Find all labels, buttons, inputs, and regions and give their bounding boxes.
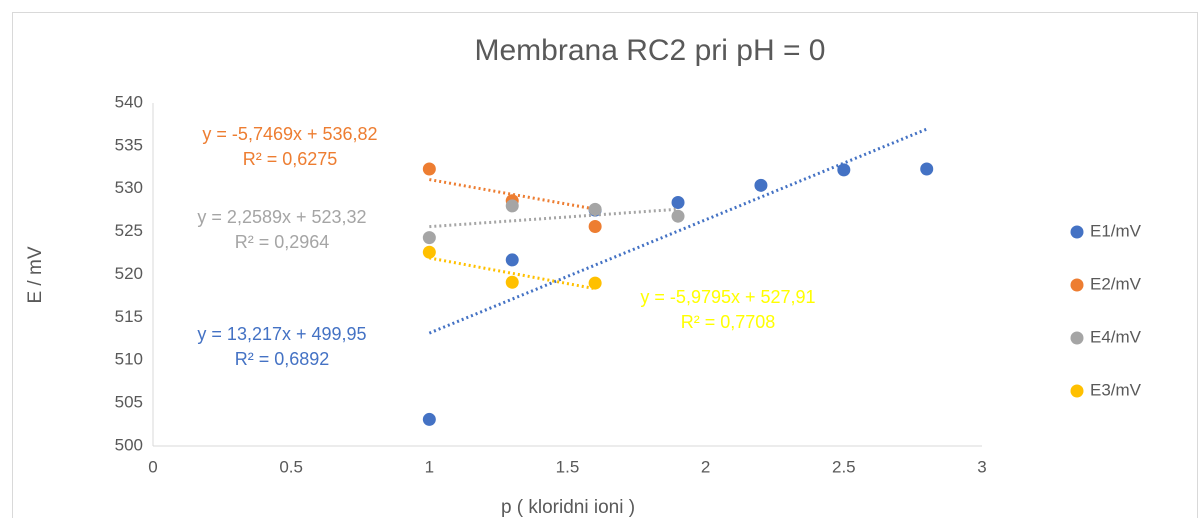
data-point bbox=[422, 231, 436, 245]
data-point bbox=[837, 163, 851, 177]
y-tick-label: 540 bbox=[115, 92, 143, 111]
legend-marker bbox=[1070, 225, 1084, 239]
data-point bbox=[671, 209, 685, 223]
y-tick-label: 500 bbox=[115, 435, 143, 454]
trendline-r2: R² = 0,2964 bbox=[235, 232, 330, 252]
x-axis-label: p ( kloridni ioni ) bbox=[501, 497, 635, 518]
y-tick-label: 510 bbox=[115, 350, 143, 369]
legend-label: E3/mV bbox=[1090, 380, 1142, 399]
x-tick-label: 2.5 bbox=[832, 457, 856, 476]
trendline-r2: R² = 0,6892 bbox=[235, 349, 330, 369]
data-point bbox=[505, 253, 519, 267]
trendline-r2: R² = 0,6275 bbox=[243, 149, 338, 169]
legend-label: E4/mV bbox=[1090, 327, 1142, 346]
trendline-equation: y = -5,9795x + 527,91 bbox=[640, 287, 815, 307]
y-tick-label: 520 bbox=[115, 264, 143, 283]
data-point bbox=[754, 178, 768, 192]
data-point bbox=[920, 162, 934, 176]
data-point bbox=[505, 199, 519, 213]
legend-label: E1/mV bbox=[1090, 221, 1142, 240]
y-axis-label: E / mV bbox=[25, 246, 46, 303]
data-point bbox=[505, 275, 519, 289]
data-point bbox=[588, 219, 602, 233]
data-point bbox=[422, 412, 436, 426]
trendline bbox=[429, 207, 679, 229]
y-tick-label: 535 bbox=[115, 135, 143, 154]
legend-marker bbox=[1070, 278, 1084, 292]
trendline-r2: R² = 0,7708 bbox=[681, 312, 776, 332]
trendline-equation: y = -5,7469x + 536,82 bbox=[202, 124, 377, 144]
y-tick-label: 505 bbox=[115, 393, 143, 412]
legend-marker bbox=[1070, 331, 1084, 345]
data-point bbox=[671, 195, 685, 209]
trendline bbox=[429, 178, 596, 211]
y-tick-label: 530 bbox=[115, 178, 143, 197]
data-point bbox=[588, 276, 602, 290]
x-tick-label: 3 bbox=[977, 457, 986, 476]
data-point bbox=[422, 245, 436, 259]
x-tick-label: 0.5 bbox=[279, 457, 303, 476]
data-point bbox=[588, 202, 602, 216]
chart-frame bbox=[12, 12, 1198, 518]
x-tick-label: 2 bbox=[701, 457, 710, 476]
chart-title: Membrana RC2 pri pH = 0 bbox=[475, 34, 826, 67]
y-tick-label: 515 bbox=[115, 307, 143, 326]
x-tick-label: 1.5 bbox=[556, 457, 580, 476]
x-tick-label: 0 bbox=[148, 457, 157, 476]
x-tick-label: 1 bbox=[425, 457, 434, 476]
trendline bbox=[429, 256, 596, 291]
legend-label: E2/mV bbox=[1090, 274, 1142, 293]
data-point bbox=[422, 162, 436, 176]
y-tick-label: 525 bbox=[115, 221, 143, 240]
trendline-equation: y = 13,217x + 499,95 bbox=[197, 324, 366, 344]
legend-marker bbox=[1070, 384, 1084, 398]
trendline-equation: y = 2,2589x + 523,32 bbox=[197, 207, 366, 227]
